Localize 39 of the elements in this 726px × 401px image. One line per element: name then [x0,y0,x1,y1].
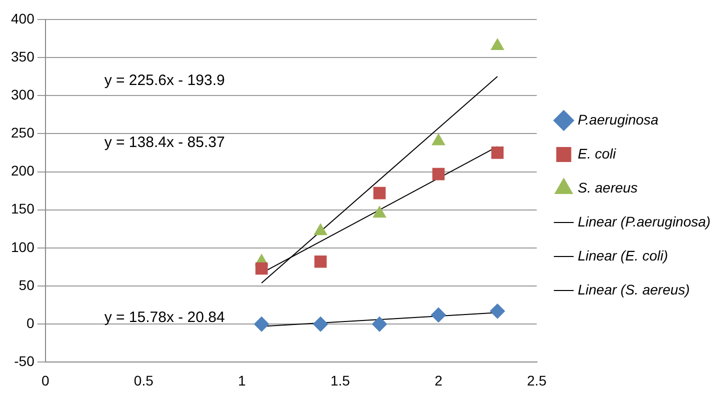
legend-label: Linear (P.aeruginosa) [578,213,711,230]
legend-label: S. aereus [578,179,638,196]
y-tick-label: 50 [18,276,35,293]
y-tick-label: 350 [11,48,35,64]
point [373,186,386,200]
x-tick-label: 0.5 [134,372,154,388]
legend-label: E. coli [578,145,617,162]
y-tick-label: 300 [11,86,35,102]
point [254,316,270,332]
point [432,134,446,146]
y-tick-label: 150 [11,200,35,217]
point [314,255,327,268]
x-tick-label: 2 [434,372,443,388]
point [314,224,328,236]
point [491,146,504,159]
point [430,307,446,322]
y-tick-label: 250 [11,124,35,141]
point [432,168,445,180]
point [490,304,505,319]
x-tick-label: 0 [41,372,50,388]
y-tick-label: 100 [11,238,35,255]
point [490,38,504,50]
point [255,262,268,275]
x-tick-label: 1 [238,372,246,388]
x-tick-label: 2.5 [527,372,547,388]
annotation: y = 15.78x - 20.84 [104,308,225,326]
point [372,316,388,332]
legend-label: P.aeruginosa [578,111,659,128]
annotation: y = 138.4x - 85.37 [104,134,225,151]
y-tick-label: 0 [26,314,35,331]
legend-label: Linear (S. aereus) [578,281,690,298]
y-tick-label: -50 [14,353,35,370]
y-tick-label: 200 [11,162,35,179]
x-tick-label: 1.5 [330,372,350,388]
point [313,316,328,332]
annotation: y = 225.6x - 193.9 [104,72,225,90]
point [372,206,386,218]
y-tick-label: 400 [11,10,35,26]
legend-label: Linear (E. coli) [578,247,668,264]
